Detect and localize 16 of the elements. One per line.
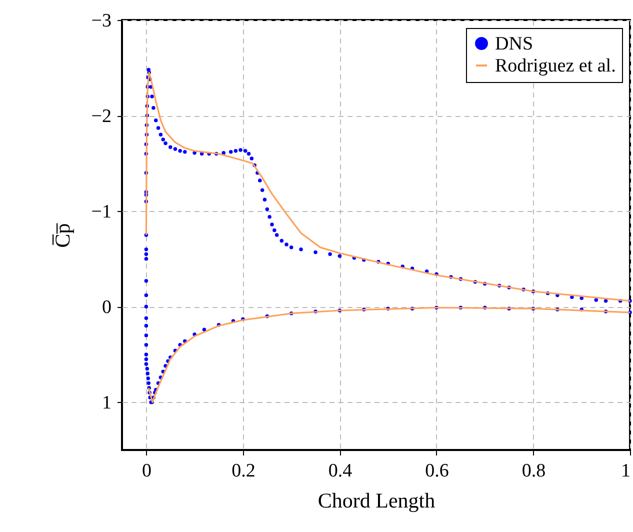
legend-label: Rodriguez et al. xyxy=(495,56,616,76)
x-tick-label: 0.8 xyxy=(522,460,546,482)
x-tick-label: 1 xyxy=(621,460,630,482)
y-tick-label: −2 xyxy=(91,106,112,128)
x-tick-label: 0.2 xyxy=(232,460,256,482)
x-tick-label: 0.6 xyxy=(425,460,449,482)
x-tick-label: 0 xyxy=(142,460,152,482)
x-tick-label: 0.4 xyxy=(328,460,353,482)
x-axis-title: Chord Length xyxy=(318,488,436,512)
y-tick-label: −1 xyxy=(91,202,112,223)
legend-label: DNS xyxy=(495,34,534,54)
y-axis-title: C̅p̅ xyxy=(50,222,74,248)
y-tick-label: 1 xyxy=(102,392,112,414)
y-tick-label: 0 xyxy=(102,297,112,318)
line-series xyxy=(148,306,631,404)
y-tick-label: −3 xyxy=(91,10,112,32)
